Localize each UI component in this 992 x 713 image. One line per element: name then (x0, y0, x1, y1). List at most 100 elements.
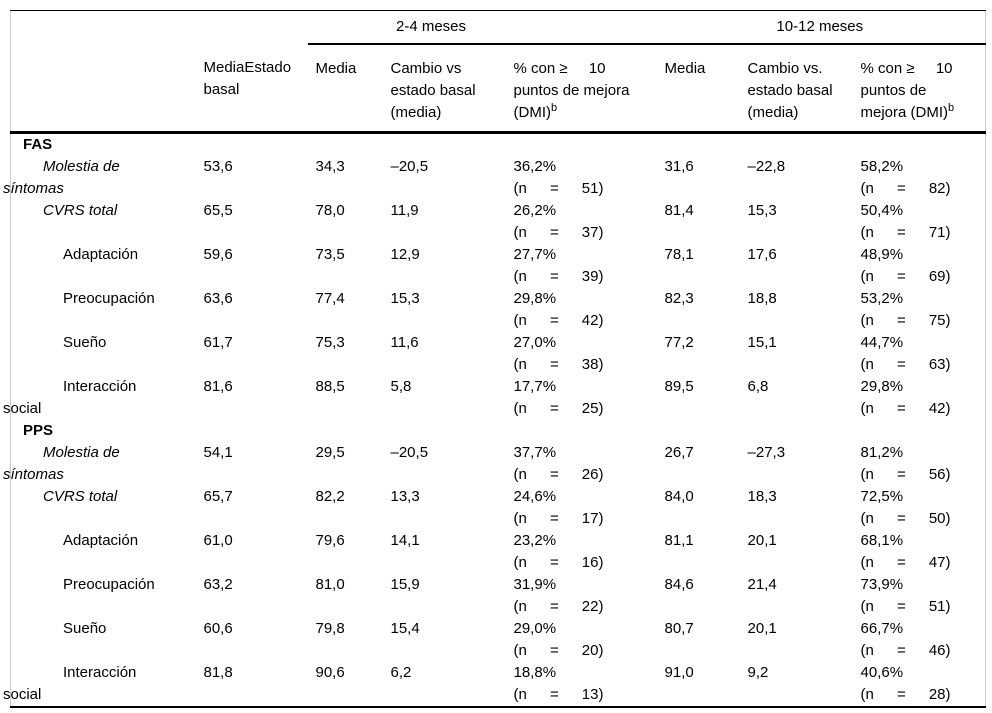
table-row: Molestia de síntomas 53,6 34,3 –20,5 36,2% (n =… (3, 156, 986, 200)
n-token: 13) (581, 686, 604, 703)
n-token: 46) (928, 642, 951, 659)
table-row: Molestia de síntomas 54,1 29,5 –20,5 37,7% (n =… (3, 442, 986, 486)
col-header-mean-10-12: Media (656, 44, 740, 134)
improvement-10-12-left: % con ≥ (860, 60, 915, 77)
n-token: = (896, 224, 906, 241)
n-token: = (896, 642, 906, 659)
improvement-10-12-line3: mejora (DMI)b (861, 102, 986, 124)
section-label: FAS (23, 136, 53, 153)
section-row: PPS (11, 420, 986, 442)
n-token: = (549, 356, 559, 373)
section-row: FAS (11, 133, 986, 157)
improvement-2-4-n: (n = 26) (514, 464, 604, 486)
improvement-10-12-n: (n = 42) (861, 398, 951, 420)
mean-2-4: 82,2 (315, 488, 345, 505)
mean-2-4: 79,8 (315, 620, 345, 637)
mean-2-4: 77,4 (315, 290, 345, 307)
col-header-mean-2-4: Media (307, 44, 383, 134)
change-2-4: 6,2 (390, 664, 412, 681)
table-row: Adaptación 59,6 73,5 12,9 27,7% (n = 39) 78,1 17,… (11, 244, 986, 288)
n-token: = (549, 224, 559, 241)
baseline-mean: 54,1 (203, 444, 233, 461)
n-token: 51) (581, 180, 604, 197)
improvement-10-12-n: (n = 46) (861, 640, 951, 662)
improvement-2-4-line1: % con ≥ 10 (514, 58, 606, 80)
n-token: 51) (928, 598, 951, 615)
n-token: 75) (928, 312, 951, 329)
n-token: = (549, 554, 559, 571)
change-2-4: –20,5 (390, 158, 429, 175)
mean-10-12: 31,6 (664, 158, 694, 175)
improvement-10-12-pct: 66,7% (860, 620, 904, 637)
improvement-2-4-pct: 24,6% (513, 488, 557, 505)
mean-2-4: 78,0 (315, 202, 345, 219)
mean-2-4: 79,6 (315, 532, 345, 549)
col-header-change-10-12: Cambio vs. estado basal (media) (739, 44, 853, 134)
n-token: = (896, 180, 906, 197)
n-token: (n (860, 642, 874, 659)
improvement-10-12-n: (n = 75) (861, 310, 951, 332)
improvement-2-4-pct: 29,0% (513, 620, 557, 637)
table-row: Interacción social 81,8 90,6 6,2 18,8% (n = 13) 9… (3, 662, 986, 707)
improvement-10-12-pct: 73,9% (860, 576, 904, 593)
mean-2-4: 88,5 (315, 378, 345, 395)
n-token: = (896, 466, 906, 483)
table-row: CVRS total 65,7 82,2 13,3 24,6% (n = 17) 84,0 18,… (11, 486, 986, 530)
n-token: 71) (928, 224, 951, 241)
table-row: Interacción social 81,6 88,5 5,8 17,7% (n = 25) 8… (3, 376, 986, 420)
change-10-12: 6,8 (747, 378, 769, 395)
improvement-2-4-n: (n = 13) (514, 684, 604, 706)
col-header-improvement-2-4: % con ≥ 10 puntos de mejora (DMI)b (505, 44, 657, 134)
change-2-4: 11,9 (390, 202, 419, 219)
change-2-4: 5,8 (390, 378, 412, 395)
n-token: 16) (581, 554, 604, 571)
n-token: 28) (928, 686, 951, 703)
n-token: = (896, 312, 906, 329)
change-2-4: 15,4 (390, 620, 420, 637)
mean-2-4: 90,6 (315, 664, 345, 681)
change-2-4: 11,6 (390, 334, 419, 351)
mean-2-4: 75,3 (315, 334, 345, 351)
row-label: Interacción social (3, 378, 137, 417)
n-token: (n (860, 598, 874, 615)
improvement-10-12-pct: 29,8% (860, 378, 904, 395)
column-header-row: MediaEstado basal Media Cambio vs estado … (10, 44, 986, 134)
n-token: (n (513, 224, 527, 241)
change-10-12: 18,3 (747, 488, 777, 505)
group-header-10-12-meses: 10-12 meses (656, 10, 986, 45)
improvement-10-12-pct: 44,7% (860, 334, 904, 351)
footnote-marker-b: b (948, 102, 955, 114)
n-token: = (549, 686, 559, 703)
improvement-10-12-pct: 58,2% (860, 158, 904, 175)
baseline-mean: 65,7 (203, 488, 233, 505)
mean-10-12: 26,7 (664, 444, 694, 461)
improvement-2-4-left: % con ≥ (513, 60, 568, 77)
row-label: Molestia de síntomas (3, 158, 120, 197)
n-token: = (896, 400, 906, 417)
n-token: = (549, 312, 559, 329)
mean-10-12: 81,4 (664, 202, 694, 219)
n-token: (n (513, 400, 527, 417)
n-token: 26) (581, 466, 604, 483)
mean-10-12: 77,2 (664, 334, 694, 351)
improvement-2-4-n: (n = 51) (514, 178, 604, 200)
improvement-2-4-right: 10 (588, 60, 606, 77)
n-token: (n (860, 510, 874, 527)
n-token: (n (860, 686, 874, 703)
n-token: (n (860, 268, 874, 285)
mean-10-12: 91,0 (664, 664, 694, 681)
n-token: = (896, 268, 906, 285)
mean-2-4: 73,5 (315, 246, 345, 263)
footnote-marker-b: b (551, 102, 558, 114)
improvement-2-4-n: (n = 16) (514, 552, 604, 574)
n-token: (n (513, 554, 527, 571)
n-token: (n (513, 510, 527, 527)
improvement-2-4-n: (n = 17) (514, 508, 604, 530)
n-token: = (549, 598, 559, 615)
n-token: = (896, 686, 906, 703)
change-2-4: 15,3 (390, 290, 420, 307)
change-10-12: 20,1 (747, 620, 777, 637)
mean-2-4: 34,3 (315, 158, 345, 175)
table-row: CVRS total 65,5 78,0 11,9 26,2% (n = 37) 81,4 15,… (11, 200, 986, 244)
change-10-12: 21,4 (747, 576, 777, 593)
